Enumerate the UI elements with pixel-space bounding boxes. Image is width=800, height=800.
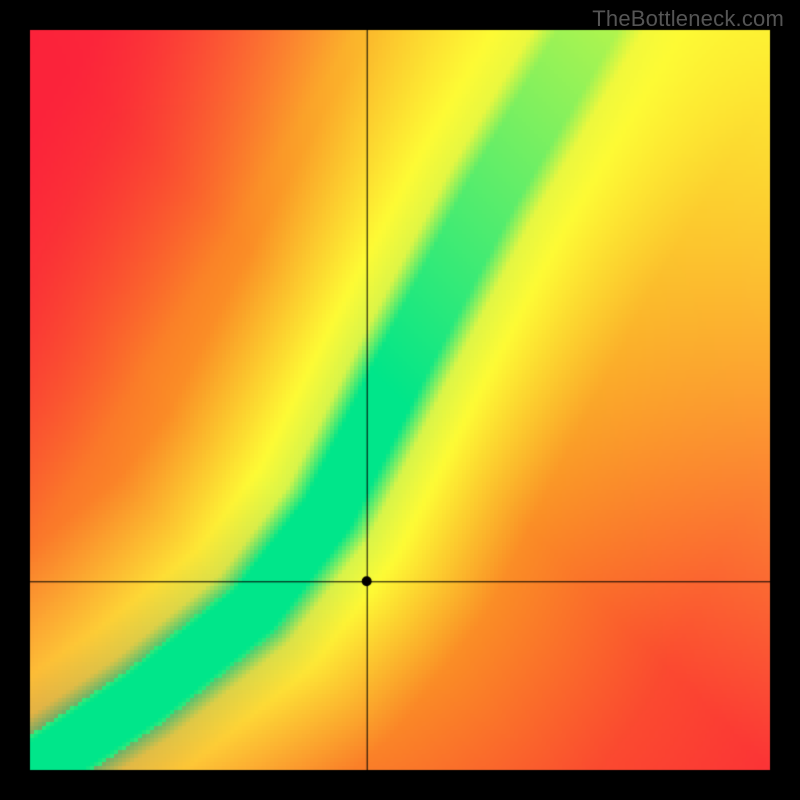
- bottleneck-heatmap-canvas: [0, 0, 800, 800]
- chart-container: TheBottleneck.com: [0, 0, 800, 800]
- watermark-label: TheBottleneck.com: [592, 6, 784, 32]
